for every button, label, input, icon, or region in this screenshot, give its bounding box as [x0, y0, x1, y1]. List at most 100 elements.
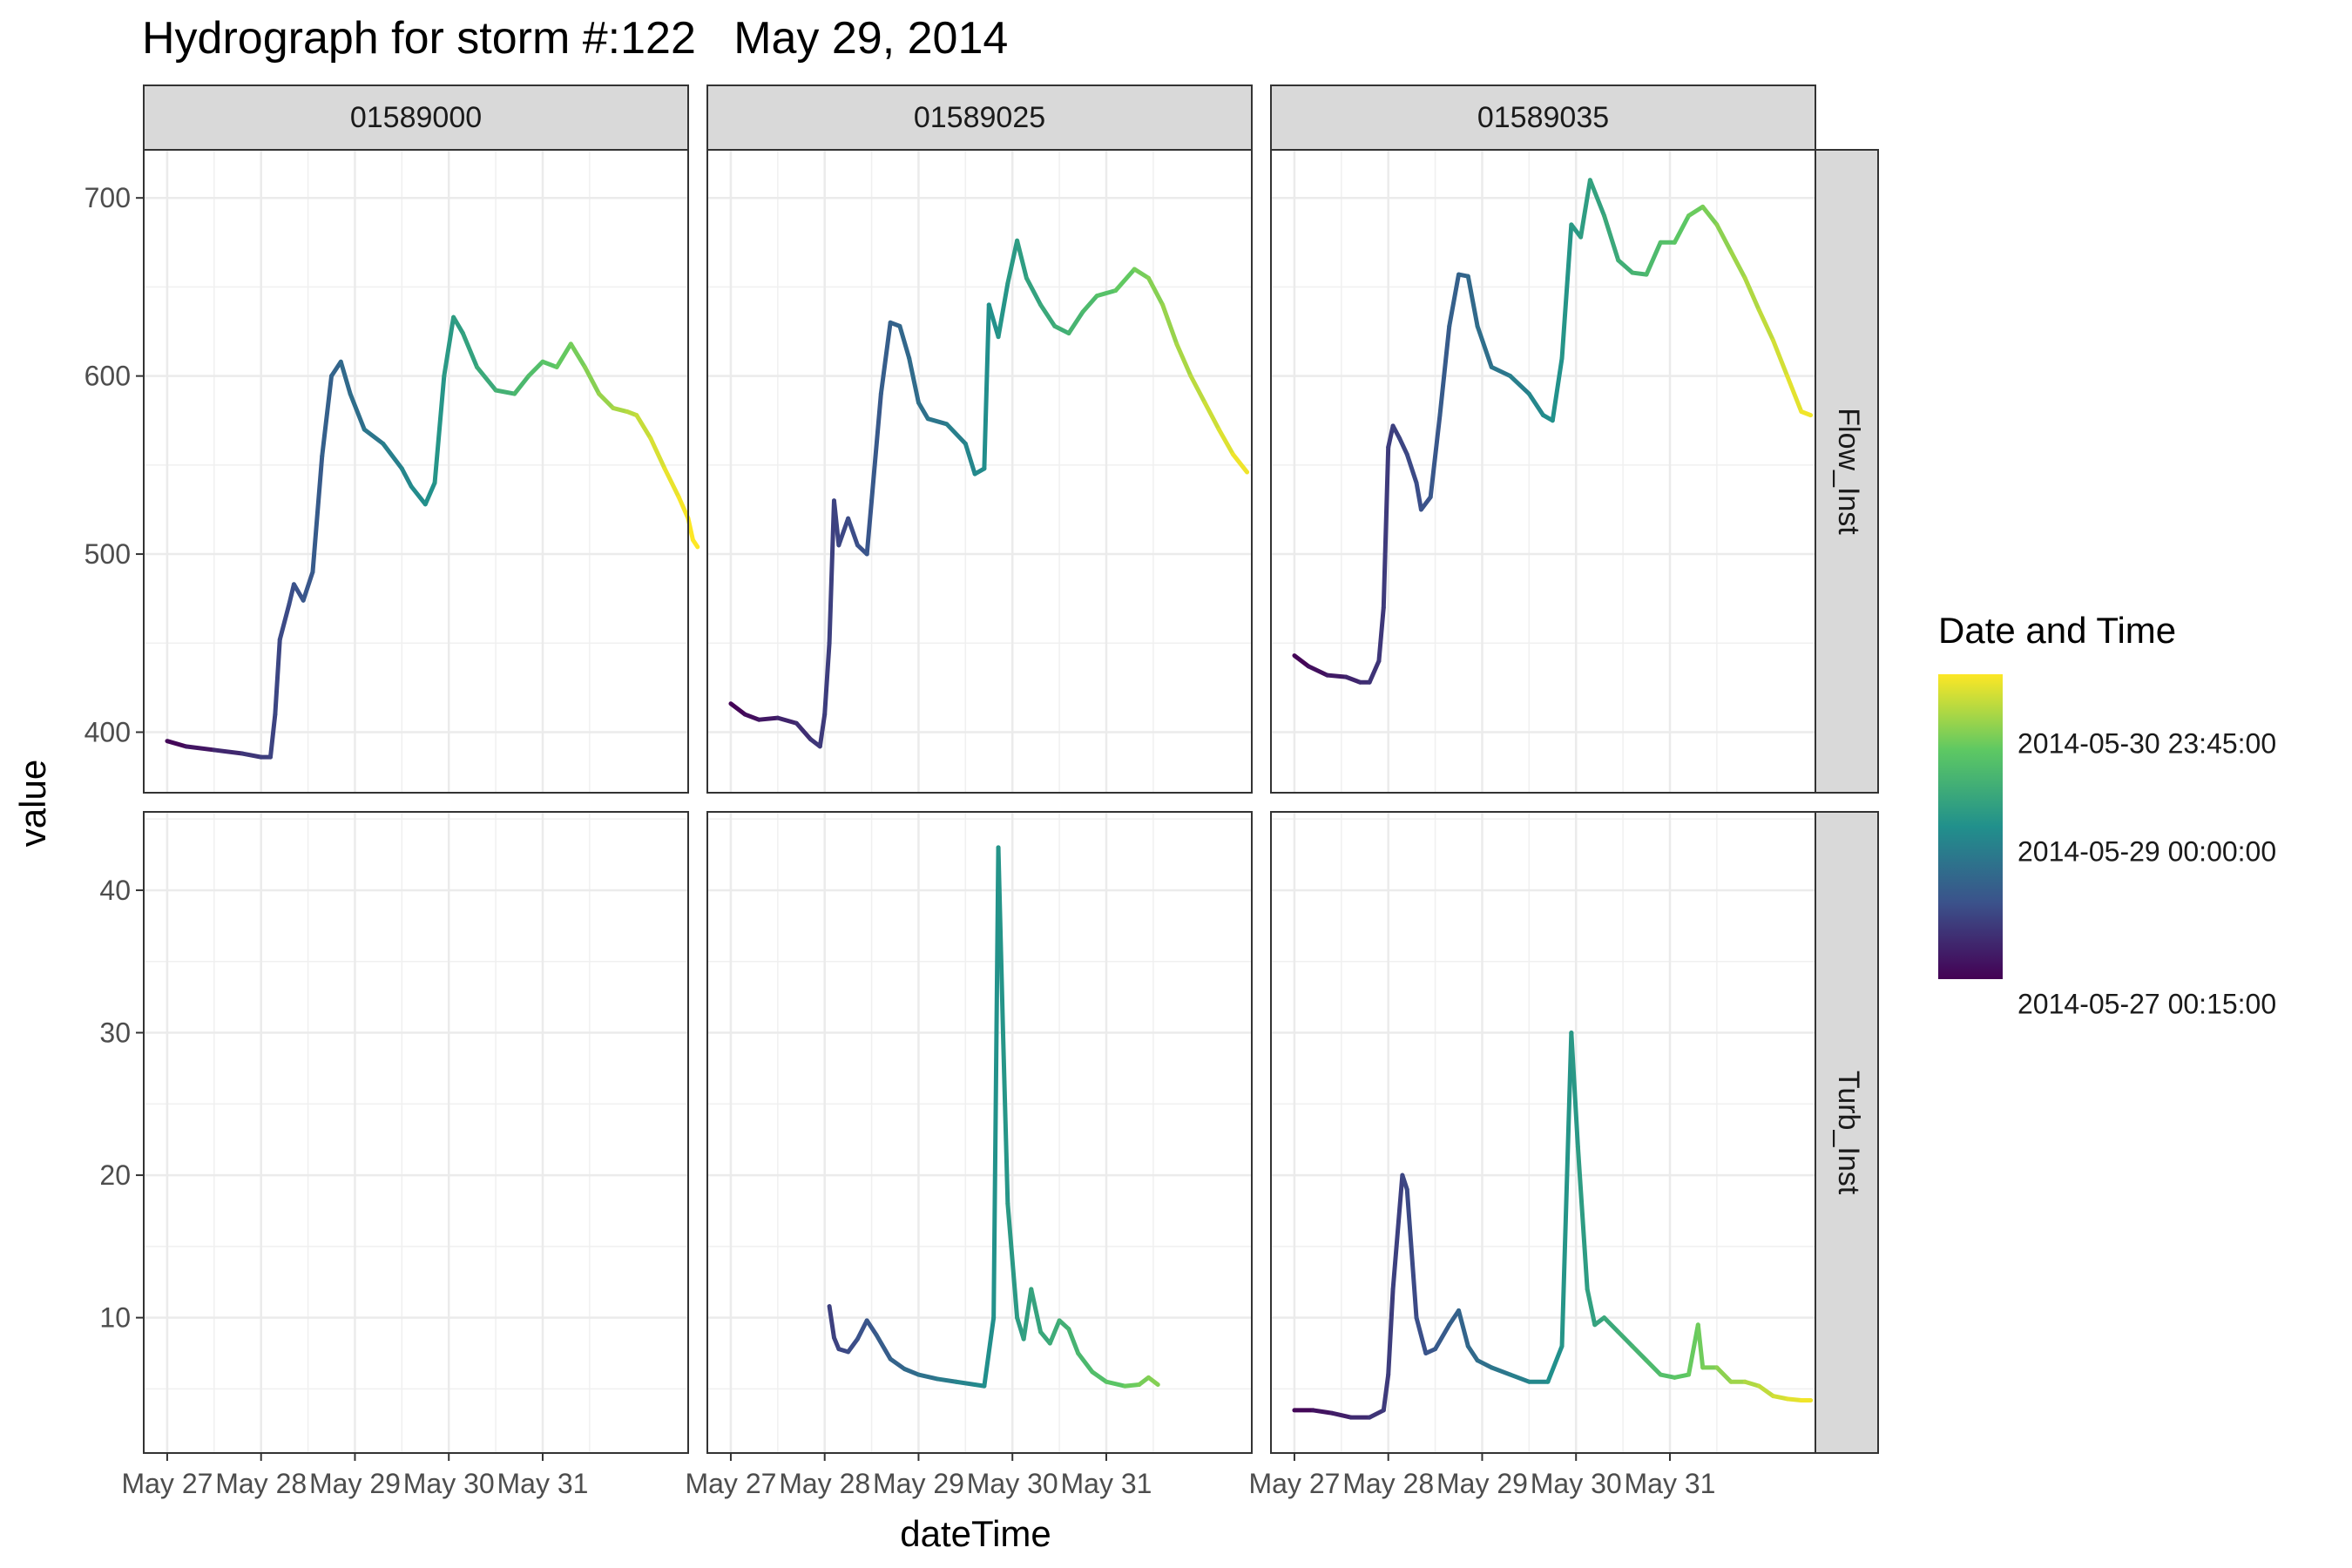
color-legend: Date and Time 2014-05-30 23:45:00 2014-0… — [1938, 610, 2348, 1020]
series-segment — [1756, 308, 1776, 343]
series-01589025-Flow_Inst — [728, 238, 1250, 749]
series-segment — [1578, 178, 1592, 240]
y-tick-label: 400 — [84, 716, 131, 747]
series-segment — [1386, 1287, 1396, 1377]
series-segment — [1414, 1315, 1429, 1356]
series-segment — [836, 516, 851, 548]
series-segment — [1404, 452, 1419, 485]
series-segment — [864, 498, 875, 557]
series-segment — [348, 391, 367, 432]
series-segment — [925, 416, 950, 427]
series-segment — [1052, 323, 1071, 336]
series-segment — [954, 1379, 977, 1387]
series-segment — [240, 751, 264, 760]
y-tick-label: 20 — [99, 1159, 131, 1191]
column-strip — [143, 84, 689, 151]
series-segment — [273, 637, 282, 717]
series-segment — [320, 374, 335, 459]
series-segment — [1465, 1343, 1480, 1363]
series-segment — [1113, 267, 1137, 294]
row-strip — [1815, 811, 1879, 1454]
series-segment — [1066, 1327, 1081, 1356]
series-segment — [1404, 1186, 1419, 1321]
series-segment — [1094, 288, 1119, 299]
series-segment — [1146, 1375, 1160, 1387]
series-segment — [1076, 1351, 1095, 1375]
series-segment — [1569, 1031, 1580, 1149]
y-tick-label: 700 — [84, 182, 131, 213]
series-segment — [916, 400, 930, 422]
series-segment — [982, 1315, 997, 1389]
series-segment — [1381, 444, 1391, 610]
series-segment — [1216, 427, 1235, 457]
row-strip-label: Turb_Inst — [1832, 1071, 1865, 1195]
series-01589025-Turb_Inst — [827, 845, 1160, 1389]
series-segment — [1390, 423, 1402, 441]
series-segment — [1700, 204, 1720, 227]
series-segment — [277, 601, 292, 642]
series-segment — [287, 582, 296, 606]
series-segment — [1066, 309, 1085, 336]
series-01589035-Flow_Inst — [1292, 178, 1814, 685]
series-segment — [1202, 400, 1221, 432]
series-segment — [165, 739, 188, 749]
x-tick-label: May 29 — [309, 1468, 401, 1499]
legend-label-mid: 2014-05-29 00:00:00 — [2017, 835, 2277, 868]
series-segment — [493, 388, 517, 396]
series-segment — [1005, 1201, 1020, 1321]
series-segment — [1310, 1408, 1335, 1416]
series-segment — [1728, 249, 1747, 280]
series-segment — [846, 516, 860, 548]
series-segment — [1367, 659, 1382, 685]
series-segment — [1160, 302, 1179, 347]
x-tick-label: May 29 — [873, 1468, 964, 1499]
series-segment — [1456, 1308, 1470, 1348]
panel-background — [144, 150, 688, 793]
series-segment — [310, 454, 325, 575]
y-tick-label: 500 — [84, 538, 131, 570]
series-segment — [1771, 338, 1790, 379]
series-segment — [409, 483, 428, 507]
series-segment — [338, 359, 353, 396]
series-segment — [1230, 452, 1250, 475]
series-segment — [846, 1336, 860, 1355]
series-segment — [888, 1356, 907, 1372]
series-segment — [935, 1376, 959, 1384]
series-segment — [1367, 1408, 1386, 1420]
series-segment — [963, 441, 977, 476]
series-segment — [1672, 213, 1692, 245]
row-strip — [1815, 149, 1879, 794]
series-segment — [1771, 1394, 1790, 1402]
series-segment — [916, 1372, 940, 1382]
panel-background — [1271, 150, 1815, 793]
series-segment — [1742, 1379, 1761, 1389]
series-segment — [540, 359, 559, 369]
series-segment — [1508, 374, 1531, 396]
series-segment — [526, 359, 545, 379]
series-segment — [1428, 413, 1443, 500]
series-segment — [1292, 653, 1311, 669]
column-strip-label: 01589025 — [914, 101, 1045, 134]
series-segment — [1616, 1329, 1635, 1348]
x-tick-label: May 31 — [1061, 1468, 1152, 1499]
series-segment — [982, 302, 991, 471]
series-segment — [1602, 213, 1621, 263]
x-tick-label: May 27 — [121, 1468, 213, 1499]
x-tick-label: May 30 — [403, 1468, 495, 1499]
series-segment — [648, 436, 667, 471]
series-segment — [291, 582, 306, 603]
series-segment — [1029, 1287, 1044, 1335]
series-segment — [1000, 1031, 1010, 1206]
series-segment — [451, 314, 465, 336]
series-segment — [1021, 1287, 1034, 1342]
series-segment — [1575, 1144, 1590, 1292]
x-tick-label: May 31 — [1625, 1468, 1716, 1499]
series-segment — [582, 364, 602, 396]
series-segment — [864, 1318, 879, 1337]
series-segment — [1400, 1173, 1409, 1192]
series-segment — [1343, 674, 1362, 685]
series-segment — [874, 1332, 893, 1362]
series-segment — [1550, 355, 1565, 423]
series-segment — [597, 391, 616, 410]
series-segment — [267, 712, 278, 760]
